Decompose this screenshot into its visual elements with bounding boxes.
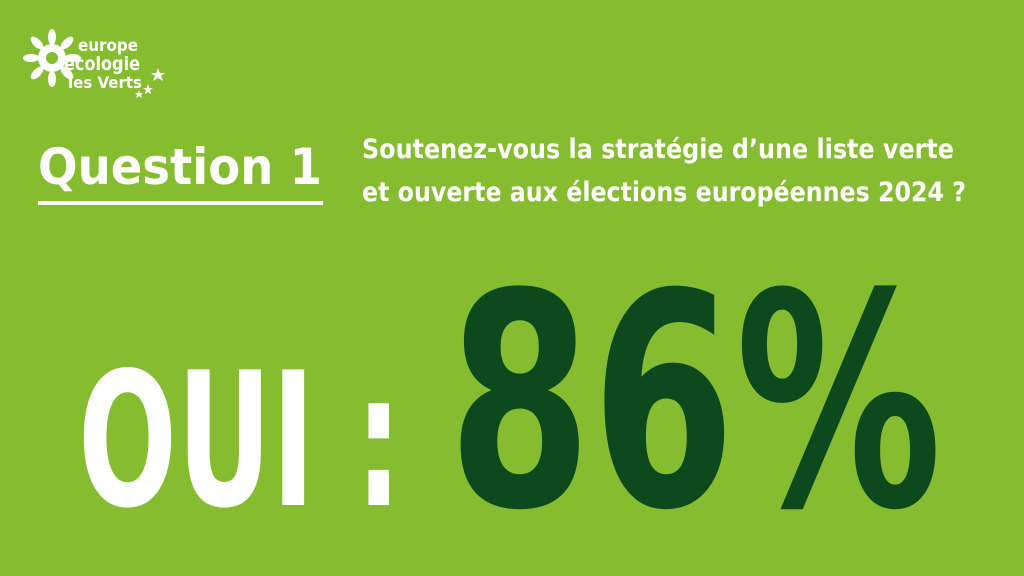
question-text: et ouverte aux élections européennes 202… xyxy=(362,177,966,208)
logo-center xyxy=(46,52,58,64)
logo-text: écologie xyxy=(64,53,140,75)
question-title: Question 1 xyxy=(38,138,322,196)
logo-text: les Verts xyxy=(68,73,142,92)
question-text: Soutenez-vous la stratégie d’une liste v… xyxy=(362,134,954,165)
logo-stars xyxy=(135,68,165,98)
result-value: 86% xyxy=(448,230,942,575)
logo-text: europe xyxy=(78,36,138,56)
logo: europe écologie les Verts xyxy=(23,29,165,98)
result-label: OUI : xyxy=(78,332,402,549)
title-underline xyxy=(38,201,323,205)
